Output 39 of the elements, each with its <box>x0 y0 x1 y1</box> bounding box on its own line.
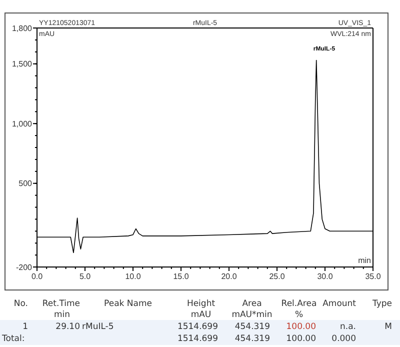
x-tick-label: 35.0 <box>365 272 382 281</box>
text: Type <box>371 299 392 309</box>
text: 1514.699 <box>177 322 218 332</box>
text: Area <box>242 299 262 309</box>
text: min <box>54 310 70 320</box>
text: Amount <box>322 299 357 309</box>
text: 454.319 <box>234 334 270 344</box>
text: mAU <box>190 310 212 320</box>
x-tick-label: 30.0 <box>317 272 334 281</box>
text: 1514.699 <box>177 334 218 344</box>
text: n.a. <box>340 322 356 332</box>
y-tick-label: 1,800 <box>12 24 33 33</box>
y-tick-label: 1,000 <box>12 119 33 128</box>
text: 0.000 <box>332 334 356 344</box>
text: No. <box>14 299 28 309</box>
text: M <box>384 322 392 332</box>
text: Rel.Area <box>281 299 317 309</box>
x-tick-label: 5.0 <box>79 272 92 281</box>
x-tick-label: 0.0 <box>31 272 44 281</box>
text: Height <box>186 299 216 309</box>
x-tick-label: 20.0 <box>221 272 238 281</box>
x-tick-label: 15.0 <box>173 272 190 281</box>
y-tick-label: -200 <box>16 262 33 272</box>
text: rMuIL-5 <box>82 322 114 332</box>
text: mAU*min <box>232 310 272 320</box>
text: % <box>294 310 304 320</box>
text: 29.10 <box>56 322 80 332</box>
x-tick-label: 10.0 <box>125 272 142 281</box>
y-tick-label: 500 <box>18 179 33 188</box>
text: 1 <box>22 322 28 332</box>
y-tick-label: 1,500 <box>12 60 33 69</box>
x-axis-title: min <box>358 256 371 265</box>
text: 100.00 <box>286 322 316 332</box>
x-tick-label: 25.0 <box>269 272 286 281</box>
text: Ret.Time <box>42 299 80 309</box>
text: 100.00 <box>286 334 316 344</box>
text: 454.319 <box>234 322 270 332</box>
text: Total: <box>1 334 25 344</box>
text: Peak Name <box>104 299 152 309</box>
